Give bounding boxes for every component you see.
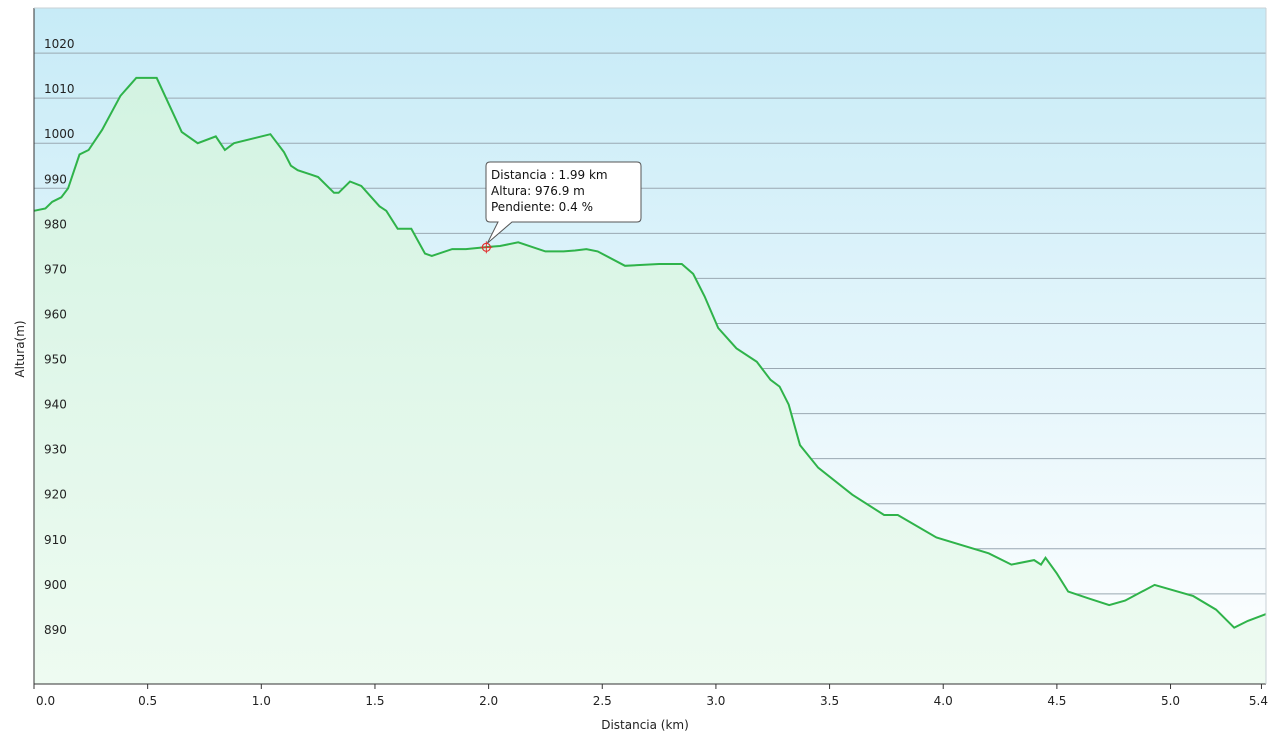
y-tick-label-910: 910	[44, 533, 67, 547]
tooltip-line-1: Distancia : 1.99 km	[491, 168, 608, 182]
elevation-area-fill	[34, 77, 1266, 684]
x-tick-label-1.0: 1.0	[252, 694, 271, 708]
y-axis-tick-labels: 890 900 910 920 930 940 950 960 970 980 990 1000 101…	[44, 37, 75, 637]
x-tick-label-0.5: 0.5	[138, 694, 157, 708]
x-tick-label-5.4: 5.4	[1249, 694, 1268, 708]
y-tick-label-950: 950	[44, 353, 67, 367]
y-tick-label-990: 990	[44, 172, 67, 186]
x-tick-label-1.5: 1.5	[365, 694, 384, 708]
data-tooltip: Distancia : 1.99 km Altura: 976.9 m Pendie…	[480, 161, 642, 254]
elevation-line	[33, 76, 1267, 629]
x-tick-label-3.5: 3.5	[820, 694, 839, 708]
tooltip-box	[485, 161, 642, 244]
y-tick-label-980: 980	[44, 217, 67, 231]
axes	[33, 7, 1267, 685]
y-tick-label-890: 890	[44, 623, 67, 637]
y-tick-label-970: 970	[44, 262, 67, 276]
x-axis-label: Distancia (km)	[601, 718, 689, 732]
y-tick-label-1010: 1010	[44, 82, 75, 96]
x-tick-label-4.0: 4.0	[934, 694, 953, 708]
x-tick-label-2.0: 2.0	[479, 694, 498, 708]
y-tick-label-940: 940	[44, 398, 67, 412]
x-axis-tick-labels: 0.0 0.5 1.0 1.5 2.0 2.5 3.0 3.5 4.0 4.5 5.0 5.4	[33, 684, 1268, 708]
y-tick-label-1020: 1020	[44, 37, 75, 51]
y-tick-label-930: 930	[44, 443, 67, 457]
x-tick-label-3.0: 3.0	[706, 694, 725, 708]
tooltip-line-3: Pendiente: 0.4 %	[491, 200, 593, 214]
y-tick-label-920: 920	[44, 488, 67, 502]
x-tick-label-5.0: 5.0	[1161, 694, 1180, 708]
tooltip-line-2: Altura: 976.9 m	[491, 184, 585, 198]
y-tick-label-960: 960	[44, 307, 67, 321]
y-tick-label-1000: 1000	[44, 127, 75, 141]
y-axis-label: Altura(m)	[13, 320, 27, 377]
x-tick-label-2.5: 2.5	[593, 694, 612, 708]
y-tick-label-900: 900	[44, 578, 67, 592]
x-tick-label-0.0: 0.0	[36, 694, 55, 708]
x-tick-label-4.5: 4.5	[1047, 694, 1066, 708]
